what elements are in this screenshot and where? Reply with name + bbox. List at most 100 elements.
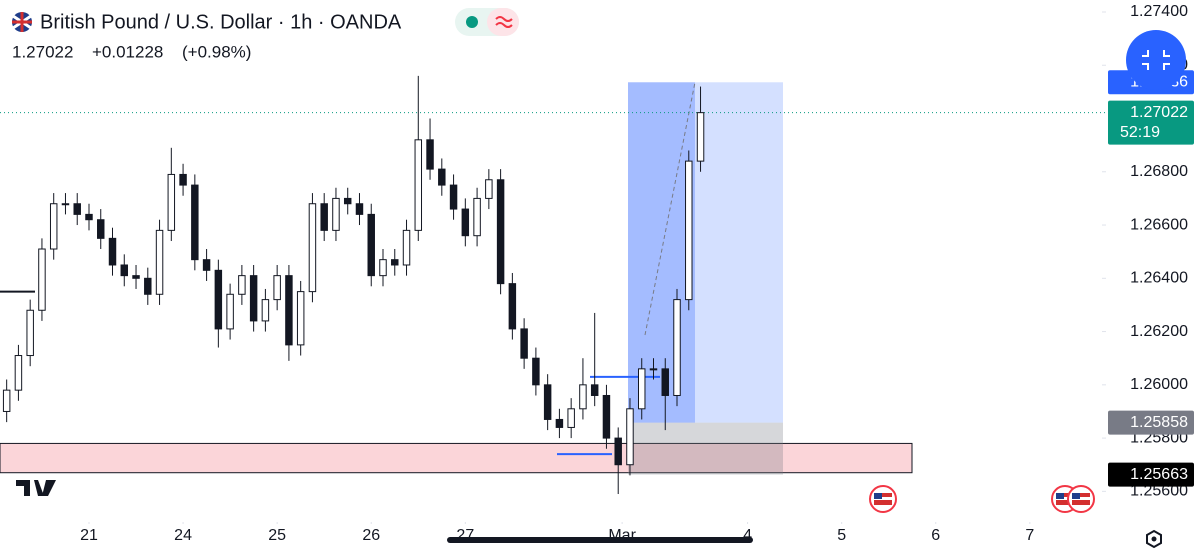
position-path xyxy=(644,82,696,336)
candle-body xyxy=(296,291,305,346)
collapse-icon xyxy=(1142,50,1170,70)
y-tick-label: 1.26200 xyxy=(1130,323,1188,340)
x-tick-label: 24 xyxy=(174,527,192,544)
candle-body xyxy=(179,173,187,186)
candle-body xyxy=(238,275,246,295)
candle-body xyxy=(449,184,458,210)
candle-body xyxy=(673,299,681,396)
candle-body xyxy=(685,160,693,301)
candle-body xyxy=(661,368,669,396)
settings-icon-dot xyxy=(1151,536,1157,542)
x-tick-label: 7 xyxy=(1025,527,1034,544)
candle-body xyxy=(108,237,117,266)
candles-layer xyxy=(2,75,705,495)
candle-body xyxy=(508,283,517,330)
candle-body xyxy=(567,408,575,428)
candle-body xyxy=(520,328,528,359)
x-tick-label: 6 xyxy=(931,527,940,544)
logo xyxy=(16,480,56,496)
countdown: 52:19 xyxy=(1120,124,1160,141)
toggle[interactable] xyxy=(455,8,519,36)
candle-body xyxy=(696,112,705,162)
collapse-button[interactable] xyxy=(1126,30,1186,90)
event-icon[interactable] xyxy=(869,485,897,513)
candle-body xyxy=(49,203,58,250)
price-change-pct: (+0.98%) xyxy=(182,42,251,61)
candle-body xyxy=(61,203,70,206)
candle-body xyxy=(14,355,23,391)
candle-body xyxy=(637,368,646,410)
candle-body xyxy=(532,357,540,386)
candle-body xyxy=(26,309,34,357)
settings-icon[interactable] xyxy=(1146,529,1162,549)
candle-body xyxy=(273,275,281,301)
event-icon-canton xyxy=(1072,493,1080,499)
candle-body xyxy=(555,418,564,428)
price-label: 1.25858 xyxy=(1130,414,1188,431)
event-icon-stripe xyxy=(874,497,892,500)
price-label: 1.25663 xyxy=(1130,466,1188,483)
background-layer xyxy=(0,82,1105,475)
x-tick-label: 26 xyxy=(362,527,380,544)
candle-body xyxy=(391,259,399,266)
candle-body xyxy=(343,197,352,205)
x-tick-label: 5 xyxy=(837,527,846,544)
candle-body xyxy=(649,368,658,371)
candle-body xyxy=(226,293,234,330)
candle-body xyxy=(414,139,423,231)
toggle-wave xyxy=(495,16,513,28)
event-icon[interactable] xyxy=(1067,485,1095,513)
candle-body xyxy=(332,197,340,231)
event-icon-canton xyxy=(1056,493,1064,499)
y-tick-label: 1.26800 xyxy=(1130,163,1188,180)
candle-body xyxy=(249,275,258,322)
last-price: 1.27022 xyxy=(12,42,73,61)
x-tick-label: 4 xyxy=(743,527,752,544)
y-tick-label: 1.26400 xyxy=(1130,270,1188,287)
x-tick-label: 21 xyxy=(80,527,98,544)
candle-body xyxy=(473,197,481,237)
toggle-bg xyxy=(487,8,519,36)
ui-layer: British Pound / U.S. Dollar · 1h · OANDA… xyxy=(12,3,1194,549)
y-tick-label: 1.26000 xyxy=(1130,376,1188,393)
price-label-bg xyxy=(1108,462,1194,487)
price-label-bg xyxy=(1108,410,1194,435)
y-tick-label: 1.27400 xyxy=(1130,3,1188,20)
y-tick-label: 1.25600 xyxy=(1130,483,1188,500)
candle-body xyxy=(590,384,599,396)
y-tick-label: 1.26600 xyxy=(1130,216,1188,233)
candle-body xyxy=(367,213,375,277)
candle-body xyxy=(144,277,152,295)
x-tick-label: Mar xyxy=(608,527,636,544)
candle-body xyxy=(38,248,46,311)
event-icon-stripe xyxy=(1056,497,1074,500)
candle-body xyxy=(167,173,176,231)
candle-body xyxy=(626,408,634,466)
candle-body xyxy=(402,229,411,266)
candle-body xyxy=(85,213,93,221)
x-tick-label: 27 xyxy=(456,527,474,544)
flag-cross xyxy=(12,12,32,32)
candle-body xyxy=(426,139,434,170)
candle-body xyxy=(261,299,270,322)
candle-body xyxy=(379,259,387,277)
candle-body xyxy=(461,208,470,237)
candle-body xyxy=(120,264,129,277)
candle-body xyxy=(579,384,587,410)
price-label-bg xyxy=(1108,100,1194,145)
candle-body xyxy=(355,203,364,215)
candle-body xyxy=(155,229,164,295)
candle-body xyxy=(202,259,211,271)
candle-body xyxy=(132,275,140,279)
candle-body xyxy=(496,179,505,285)
scrollbar[interactable] xyxy=(447,537,753,543)
candle-body xyxy=(2,389,11,412)
candle-body xyxy=(191,184,199,261)
candle-body xyxy=(602,394,611,439)
support-zone xyxy=(0,442,913,474)
flag-icon xyxy=(12,12,32,32)
candle-body xyxy=(543,384,552,420)
x-tick-label: 25 xyxy=(268,527,286,544)
